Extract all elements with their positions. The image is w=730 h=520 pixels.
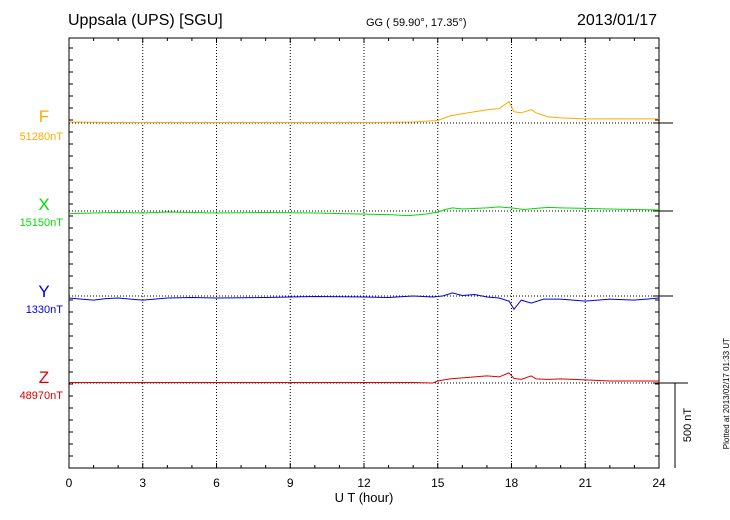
x-tick-label: 3 — [139, 476, 146, 490]
series-line-z — [69, 372, 659, 384]
series-group — [68, 100, 673, 384]
plot-frame — [68, 37, 660, 469]
x-tick-label: 12 — [357, 476, 371, 490]
component-baseline-f: 51280nT — [19, 131, 63, 143]
x-axis-label: U T (hour) — [335, 490, 394, 505]
component-letter-f: F — [38, 107, 50, 126]
coordinates-label: GG ( 59.90°, 17.35°) — [366, 17, 467, 29]
x-tick-label: 15 — [431, 476, 445, 490]
x-tick-label: 18 — [505, 476, 519, 490]
x-tick-label: 6 — [213, 476, 220, 490]
x-tick-label: 21 — [579, 476, 593, 490]
component-letter-y: Y — [38, 282, 50, 301]
x-tick-label: 0 — [66, 476, 73, 490]
series-line-x — [68, 206, 660, 217]
component-letter-x: X — [38, 195, 50, 214]
x-tick-label: 24 — [652, 476, 666, 490]
x-tick-label: 9 — [287, 476, 294, 490]
x-axis-ticks: 0 3 6 9 12 15 18 21 24 — [66, 38, 666, 490]
component-letter-z: Z — [38, 368, 50, 387]
station-title: Uppsala (UPS) [SGU] — [68, 12, 223, 29]
date-label: 2013/01/17 — [577, 12, 658, 29]
component-baseline-z: 48970nT — [19, 390, 63, 402]
grid-lines — [142, 38, 586, 468]
scale-bar-label: 500 nT — [682, 408, 694, 443]
series-line-f — [68, 100, 659, 123]
component-baseline-x: 15150nT — [19, 217, 63, 229]
scale-bar: 500 nT — [659, 382, 694, 468]
component-baseline-y: 1330nT — [25, 304, 63, 316]
series-line-y — [68, 292, 660, 311]
